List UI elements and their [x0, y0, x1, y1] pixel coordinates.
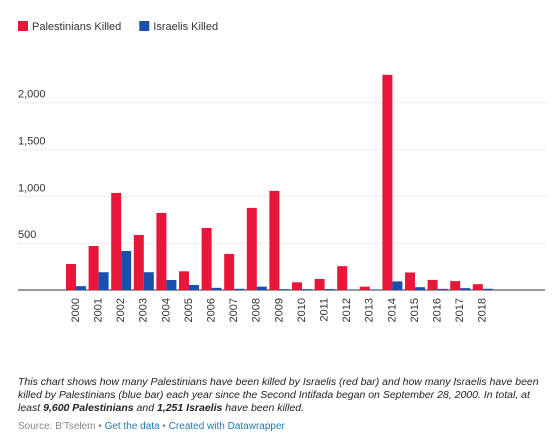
bar [460, 288, 471, 290]
x-tick-label: 2007 [228, 298, 240, 322]
x-tick-label: 2012 [341, 298, 353, 322]
bar [392, 281, 403, 290]
bar [211, 287, 222, 290]
bar [88, 246, 99, 290]
source: Source: B'Tselem [18, 421, 96, 432]
bar [415, 287, 425, 290]
caption-text: and [133, 402, 157, 414]
bar [347, 289, 358, 290]
legend-label: Palestinians Killed [32, 21, 121, 33]
bar [121, 250, 132, 290]
x-tick-label: 2014 [386, 298, 398, 322]
bar [133, 234, 144, 290]
bar [224, 253, 235, 290]
x-tick-label: 2017 [454, 298, 466, 322]
bar [450, 281, 461, 290]
bar [201, 227, 212, 290]
x-tick-label: 2002 [115, 298, 127, 322]
legend-label: Israelis Killed [153, 21, 218, 33]
legend-swatch [18, 21, 28, 31]
x-tick-label: 2003 [138, 298, 150, 322]
caption-bold: 9,600 Palestinians [43, 402, 134, 414]
bar [427, 279, 438, 290]
bar [256, 286, 267, 290]
bar [246, 207, 257, 290]
bar [405, 272, 415, 290]
bar [179, 271, 189, 290]
x-tick-label: 2018 [477, 298, 489, 322]
separator: • [162, 421, 166, 432]
link[interactable]: Get the data [104, 421, 160, 432]
x-tick-label: 2013 [364, 298, 376, 322]
bar [269, 190, 280, 290]
bar [369, 289, 380, 290]
x-tick-label: 2011 [319, 298, 331, 322]
bar [324, 288, 335, 290]
bar [382, 74, 393, 290]
x-tick-label: 2016 [432, 298, 444, 322]
bar [234, 288, 245, 290]
bar [482, 288, 493, 290]
bar [314, 278, 325, 290]
legend-swatch [139, 21, 150, 31]
bar [98, 272, 109, 290]
bar [66, 263, 76, 290]
x-tick-label: 2004 [160, 298, 172, 322]
caption-bold: 1,251 Israelis [156, 402, 223, 414]
bar [166, 279, 177, 290]
y-tick-label: 1,000 [18, 182, 46, 194]
caption-text: This chart shows how many Palestinians h… [18, 376, 539, 414]
source-line: Source: B'Tselem • Get the data • Create… [18, 421, 285, 432]
x-tick-label: 2015 [409, 298, 421, 322]
caption: This chart shows how many Palestinians h… [18, 376, 548, 415]
bar [111, 192, 122, 290]
bar [472, 284, 483, 290]
bar [279, 289, 290, 290]
x-tick-label: 2006 [206, 298, 218, 322]
separator: • [98, 421, 102, 432]
y-tick-label: 2,000 [18, 89, 46, 101]
x-tick-label: 2008 [251, 298, 263, 322]
bar [437, 288, 448, 290]
x-tick-label: 2005 [183, 298, 195, 322]
caption-text: have been killed. [222, 402, 305, 414]
bar [76, 286, 86, 290]
x-tick-label: 2010 [296, 298, 308, 322]
y-tick-label: 500 [18, 229, 36, 241]
bar [156, 212, 167, 290]
bar [143, 272, 154, 290]
bar [359, 286, 370, 290]
x-tick-label: 2009 [273, 298, 285, 322]
bar [189, 284, 199, 290]
y-tick-label: 1,500 [18, 136, 46, 148]
x-tick-label: 2000 [70, 298, 82, 322]
bar [292, 282, 302, 290]
bar [302, 289, 312, 290]
bar [337, 266, 348, 290]
link[interactable]: Created with Datawrapper [168, 421, 285, 432]
x-tick-label: 2001 [93, 298, 105, 322]
chart: Palestinians Killed Israelis Killed 500 1,0… [18, 21, 545, 322]
